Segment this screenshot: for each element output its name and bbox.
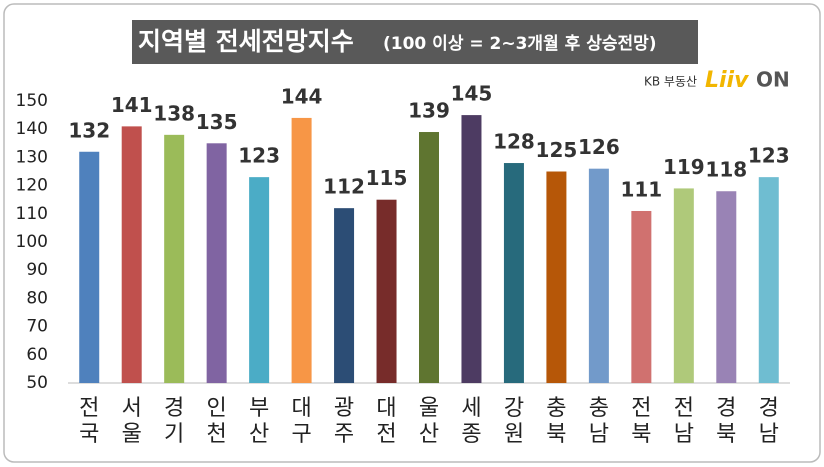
bar	[546, 171, 567, 383]
bar	[673, 188, 694, 383]
bar	[461, 115, 482, 383]
value-label: 111	[620, 177, 662, 201]
x-tick-label: 경기	[164, 396, 185, 447]
value-label: 112	[323, 175, 365, 199]
y-tick-label: 70	[26, 317, 48, 337]
title-box	[132, 20, 698, 64]
value-label: 138	[153, 101, 195, 125]
y-tick-label: 140	[16, 119, 48, 139]
bar	[334, 208, 355, 383]
y-tick-label: 90	[26, 260, 48, 280]
value-label: 123	[748, 144, 790, 168]
x-tick-label: 세종	[461, 396, 482, 447]
x-tick-label: 경남	[758, 396, 779, 447]
value-label: 118	[705, 158, 747, 182]
x-tick-label: 서울	[121, 396, 142, 447]
bar	[716, 191, 737, 383]
x-tick-label: 충남	[588, 396, 609, 447]
y-tick-label: 60	[26, 345, 48, 365]
bar	[164, 134, 185, 383]
x-tick-label: 전남	[673, 396, 694, 447]
value-label: 132	[68, 118, 110, 142]
logo-product: Liiv	[705, 68, 749, 93]
x-tick-label: 울산	[418, 396, 440, 447]
bar	[631, 210, 652, 383]
value-label: 139	[408, 99, 450, 123]
x-tick-label: 강원	[503, 396, 525, 447]
x-tick-label: 경북	[716, 396, 737, 447]
value-label: 119	[663, 155, 705, 179]
y-tick-label: 150	[16, 91, 48, 111]
bar	[249, 177, 270, 383]
value-label: 115	[366, 166, 408, 190]
y-tick-label: 130	[16, 147, 48, 167]
bar	[79, 151, 100, 383]
x-tick-label: 전북	[631, 396, 652, 447]
y-tick-label: 80	[26, 288, 48, 308]
value-label: 135	[196, 110, 238, 134]
value-label: 125	[536, 138, 578, 162]
value-label: 128	[493, 130, 535, 154]
bar	[503, 163, 524, 383]
value-label: 145	[451, 82, 493, 106]
x-tick-label: 인천	[206, 396, 227, 447]
x-tick-label: 광주	[333, 396, 355, 447]
y-tick-label: 110	[16, 204, 48, 224]
y-tick-label: 50	[26, 373, 48, 393]
y-tick-label: 120	[16, 176, 48, 196]
bar	[206, 143, 227, 383]
y-tick-label: 100	[16, 232, 48, 252]
bar	[758, 177, 779, 383]
value-label: 126	[578, 135, 620, 159]
bar	[376, 199, 397, 383]
bar	[588, 168, 609, 383]
chart-subtitle: (100 이상 = 2~3개월 후 상승전망)	[383, 33, 657, 54]
value-label: 123	[238, 144, 280, 168]
chart-title: 지역별 전세전망지수	[138, 27, 354, 56]
x-tick-label: 전국	[79, 396, 100, 447]
bar	[121, 126, 142, 383]
value-label: 141	[111, 93, 153, 117]
logo-suffix: ON	[756, 68, 790, 92]
x-tick-label: 부산	[248, 396, 270, 447]
bar	[291, 117, 312, 384]
x-tick-label: 충북	[546, 396, 567, 447]
x-tick-label: 대구	[291, 396, 312, 447]
bar	[419, 132, 439, 383]
x-tick-label: 대전	[376, 396, 397, 447]
logo-brand: KB 부동산	[644, 75, 697, 89]
value-label: 144	[281, 84, 323, 108]
